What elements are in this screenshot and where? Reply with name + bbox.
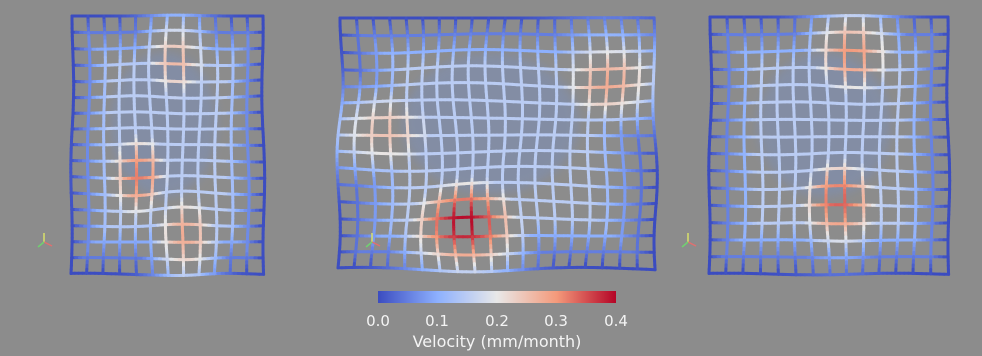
grid-panel-front-view [69, 13, 267, 277]
grid-segment [455, 266, 460, 274]
grid-panel-side-view [707, 14, 952, 277]
grid-segment [438, 265, 442, 273]
grid-panel-top-view [335, 16, 659, 274]
